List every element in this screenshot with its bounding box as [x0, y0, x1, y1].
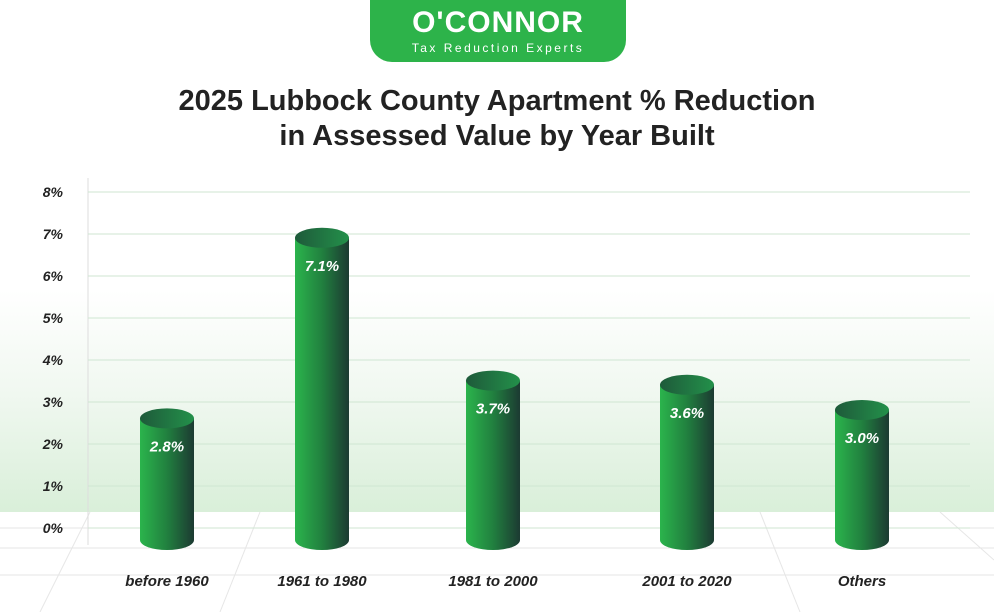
- chart-title-line-1: 2025 Lubbock County Apartment % Reductio…: [178, 85, 816, 117]
- bar-top: [466, 370, 520, 391]
- bar-3: 3.6% 2001 to 2020: [641, 374, 732, 590]
- bar-body: [295, 237, 349, 551]
- y-tick-label: 3%: [43, 394, 64, 410]
- y-tick-label: 0%: [43, 520, 64, 536]
- bar-body: [140, 418, 194, 550]
- y-tick-label: 1%: [43, 478, 64, 494]
- y-tick-label: 6%: [43, 268, 64, 284]
- bar-body: [835, 410, 889, 550]
- y-tick-label: 7%: [43, 226, 64, 242]
- y-tick-label: 8%: [43, 184, 64, 200]
- logo-brand: O'CONNOR: [412, 6, 584, 39]
- x-tick-label: Others: [838, 573, 886, 590]
- data-label: 3.7%: [476, 401, 510, 418]
- bar-top: [835, 400, 889, 420]
- bar-2: 3.7% 1981 to 2000: [448, 370, 538, 590]
- bar-top: [140, 408, 194, 429]
- x-tick-label: 2001 to 2020: [641, 573, 732, 590]
- bar-body: [660, 384, 714, 550]
- data-label: 7.1%: [305, 258, 339, 275]
- y-tick-label: 5%: [43, 310, 64, 326]
- data-label: 3.0%: [845, 430, 879, 447]
- bar-1: 7.1% 1961 to 1980: [277, 227, 367, 590]
- logo-tagline: Tax Reduction Experts: [411, 41, 585, 55]
- oconnor-logo: O'CONNOR Tax Reduction Experts: [370, 0, 626, 62]
- data-label: 2.8%: [149, 438, 184, 455]
- chart-title: 2025 Lubbock County Apartment % Reductio…: [0, 84, 994, 154]
- y-tick-label: 4%: [42, 352, 64, 368]
- chart-title-line-2: in Assessed Value by Year Built: [279, 120, 715, 152]
- bar-4: 3.0% Others: [835, 400, 889, 590]
- bar-0: 2.8% before 1960: [125, 408, 209, 590]
- data-label: 3.6%: [670, 405, 704, 422]
- x-tick-label: 1981 to 2000: [448, 573, 538, 590]
- y-tick-label: 2%: [42, 436, 64, 452]
- bar-top: [295, 227, 349, 248]
- bar-body: [466, 380, 520, 550]
- x-tick-label: before 1960: [125, 573, 209, 590]
- x-tick-label: 1961 to 1980: [277, 573, 367, 590]
- bar-top: [660, 374, 714, 395]
